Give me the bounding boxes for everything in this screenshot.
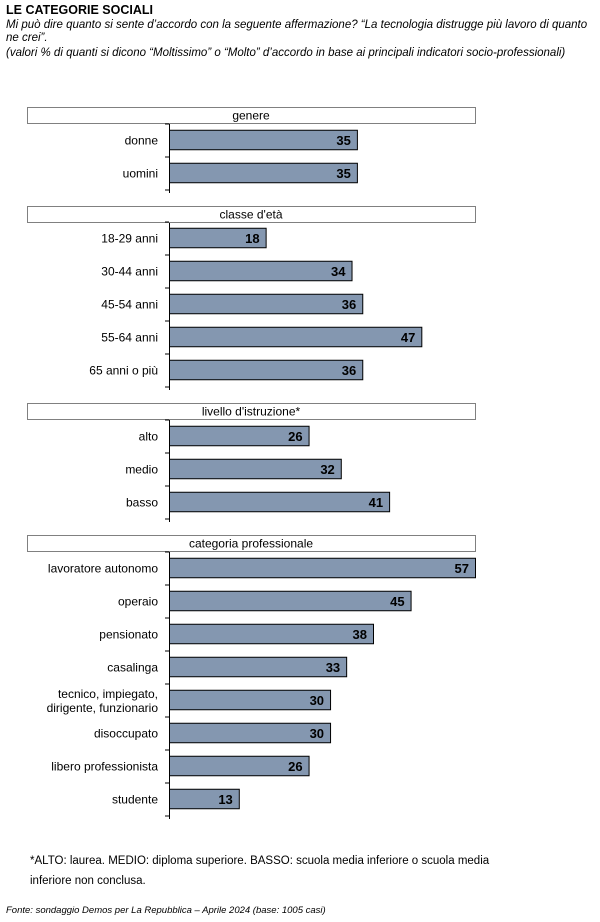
bar-value-label: 34	[331, 264, 346, 279]
bar	[169, 656, 348, 678]
bar-value-label: 13	[218, 792, 232, 807]
category-label: basso	[126, 496, 158, 510]
bar-chart: genere 35 donne 35 uomini classe d'età 18 18-29…	[27, 107, 476, 819]
category-label: medio	[125, 463, 158, 477]
bar-value-label: 26	[288, 429, 302, 444]
bar	[169, 590, 412, 612]
bar-value-label: 45	[390, 594, 404, 609]
bar	[169, 162, 358, 184]
group-header-box	[27, 206, 476, 223]
group-header-label: classe d'età	[220, 208, 283, 222]
bar-value-label: 26	[288, 759, 302, 774]
bar	[169, 689, 332, 711]
category-label: casalinga	[107, 661, 158, 675]
category-label: donne	[125, 134, 159, 148]
category-label: 30-44 anni	[101, 265, 158, 279]
survey-question: Mi può dire quanto si sente d’accordo co…	[6, 19, 588, 44]
group-header-label: categoria professionale	[189, 537, 313, 551]
source-note: Fonte: sondaggio Demos per La Repubblica…	[6, 905, 326, 916]
group-header-label: genere	[232, 109, 270, 123]
bar	[169, 293, 364, 315]
category-label: pensionato	[99, 628, 158, 642]
bar-value-label: 30	[310, 726, 324, 741]
category-label: tecnico, impiegato, dirigente, funzionari…	[47, 687, 159, 715]
bar	[169, 326, 423, 348]
bar	[169, 722, 332, 744]
category-label: 65 anni o più	[89, 364, 158, 378]
bar	[169, 623, 374, 645]
group-header-box	[27, 403, 476, 420]
bar-value-label: 33	[326, 660, 340, 675]
category-label: operaio	[118, 595, 158, 609]
bar-value-label: 32	[320, 462, 334, 477]
bar-value-label: 36	[342, 297, 356, 312]
bar	[169, 129, 358, 151]
bar-value-label: 30	[310, 693, 324, 708]
group-header-label: livello d'istruzione*	[202, 405, 301, 419]
bar-value-label: 18	[245, 231, 259, 246]
category-label: disoccupato	[94, 727, 158, 741]
bar-value-label: 41	[369, 495, 383, 510]
bar	[169, 260, 353, 282]
bar-value-label: 35	[336, 133, 350, 148]
bar	[169, 788, 240, 810]
category-label: 45-54 anni	[101, 298, 158, 312]
group-header-box	[27, 107, 476, 124]
education-footnote: *ALTO: laurea. MEDIO: diploma superiore.…	[30, 855, 490, 887]
bar-value-label: 38	[353, 627, 367, 642]
bar-value-label: 35	[336, 166, 350, 181]
bar-value-label: 36	[342, 363, 356, 378]
category-label: 18-29 anni	[101, 232, 158, 246]
bar	[169, 359, 364, 381]
bar	[169, 458, 342, 480]
category-label: libero professionista	[51, 760, 158, 774]
bar	[169, 425, 310, 447]
bar	[169, 491, 391, 513]
bar-value-label: 47	[401, 330, 415, 345]
group-header-box	[27, 535, 476, 552]
category-label: lavoratore autonomo	[48, 562, 158, 576]
category-label: studente	[112, 793, 158, 807]
bar	[169, 557, 476, 579]
category-label: alto	[139, 430, 159, 444]
bar-value-label: 57	[455, 561, 469, 576]
category-label: uomini	[123, 167, 158, 181]
bar	[169, 227, 267, 249]
bar	[169, 755, 310, 777]
category-label: 55-64 anni	[101, 331, 158, 345]
values-note: (valori % di quanti si dicono “Moltissim…	[6, 47, 566, 59]
chart-title: LE CATEGORIE SOCIALI	[6, 3, 153, 17]
